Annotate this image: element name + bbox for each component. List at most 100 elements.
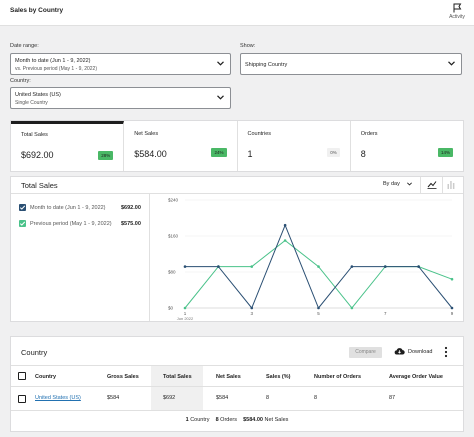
compare-button[interactable]: Compare xyxy=(349,347,382,358)
data-point xyxy=(450,277,454,281)
chart-panel: Total Sales By day Month to date (Jun 1 … xyxy=(10,176,464,322)
sorted-column-bg xyxy=(151,387,203,410)
data-point xyxy=(317,306,320,310)
sorted-column-bg xyxy=(151,366,203,386)
chevron-down-icon xyxy=(407,182,413,186)
card-value: 1 xyxy=(247,149,253,159)
chart-header: Total Sales By day xyxy=(11,177,463,194)
show-value: Shipping Country xyxy=(245,62,288,68)
data-point xyxy=(317,265,320,268)
activity-button[interactable]: Activity xyxy=(446,3,468,20)
column-header-sales-percent[interactable]: Sales (%) xyxy=(266,374,291,380)
table-summary: 1 Country 8 Orders $584.00 Net Sales xyxy=(11,417,463,423)
data-point xyxy=(417,265,420,268)
cell-sales-percent: 8 xyxy=(266,395,270,401)
date-range-label: Date range: xyxy=(10,43,39,49)
data-point xyxy=(217,265,220,268)
data-point xyxy=(350,265,354,268)
date-range-select[interactable]: Month to date (Jun 1 - 9, 2022) vs. Prev… xyxy=(10,53,231,75)
date-range-primary: Month to date (Jun 1 - 9, 2022) xyxy=(15,58,91,64)
x-sub-label: Jun 2022 xyxy=(177,316,194,321)
country-link[interactable]: United States (US) xyxy=(35,395,81,401)
card-label: Net Sales xyxy=(134,131,159,137)
country-value: United States (US) xyxy=(15,92,61,98)
checkbox-checked-icon[interactable] xyxy=(19,204,26,211)
delta-badge: 28% xyxy=(98,151,114,160)
country-sub: Single Country xyxy=(15,100,48,106)
show-select[interactable]: Shipping Country xyxy=(240,53,462,75)
card-value: $692.00 xyxy=(21,150,54,160)
table-header: Country Gross Sales Total Sales Net Sale… xyxy=(11,365,463,387)
table-title: Country xyxy=(21,348,48,357)
summary-countries-count: 1 xyxy=(185,417,189,423)
chevron-down-icon xyxy=(448,61,455,66)
delta-badge: 0% xyxy=(327,148,340,157)
line-chart-icon[interactable] xyxy=(427,180,437,189)
country-select[interactable]: United States (US) Single Country xyxy=(10,87,231,109)
card-net-sales[interactable]: Net Sales $584.00 24% xyxy=(124,121,238,171)
chevron-down-icon xyxy=(217,95,224,100)
data-point xyxy=(383,265,387,268)
summary-net-sales-label: Net Sales xyxy=(264,417,289,423)
card-orders[interactable]: Orders 8 14% xyxy=(351,121,463,171)
cell-aov: 87 xyxy=(389,395,396,401)
more-vertical-icon[interactable] xyxy=(443,345,449,359)
column-header-country[interactable]: Country xyxy=(35,374,57,380)
legend-amount: $575.00 xyxy=(121,221,141,227)
data-point xyxy=(283,223,287,227)
card-label: Total Sales xyxy=(21,132,48,138)
divider xyxy=(420,177,421,194)
cell-total-sales: $692 xyxy=(163,395,176,401)
divider xyxy=(442,177,443,194)
table-row: United States (US) $584 $692 $584 8 8 87 xyxy=(11,387,463,411)
performance-cards: Total Sales $692.00 28% Net Sales $584.0… xyxy=(10,120,464,172)
card-total-sales[interactable]: Total Sales $692.00 28% xyxy=(11,121,125,171)
summary-orders-count: 8 xyxy=(215,417,219,423)
row-checkbox[interactable] xyxy=(18,395,26,403)
divider xyxy=(149,194,150,321)
x-tick-label: 1 xyxy=(184,311,187,316)
data-point xyxy=(183,265,187,268)
cell-orders: 8 xyxy=(314,395,318,401)
y-tick-label: $0 xyxy=(168,306,174,311)
country-label: Country: xyxy=(10,78,31,84)
x-tick-label: 9 xyxy=(451,311,454,316)
data-point xyxy=(183,306,187,310)
top-bar: Sales by Country Activity xyxy=(0,0,474,26)
checkbox-checked-icon[interactable] xyxy=(19,220,26,227)
y-tick-label: $240 xyxy=(168,198,179,203)
select-all-checkbox[interactable] xyxy=(18,372,26,380)
cell-net-sales: $584 xyxy=(216,395,229,401)
card-value: $584.00 xyxy=(134,149,167,159)
date-range-compare: vs. Previous period (May 1 - 9, 2022) xyxy=(15,66,97,72)
y-tick-label: $80 xyxy=(168,270,176,275)
legend-label: Previous period (May 1 - 9, 2022) xyxy=(30,221,112,227)
data-point xyxy=(250,265,254,268)
download-label: Download xyxy=(408,349,433,355)
column-header-orders[interactable]: Number of Orders xyxy=(314,374,362,380)
page-title: Sales by Country xyxy=(10,7,64,14)
column-header-aov[interactable]: Average Order Value xyxy=(389,374,443,380)
chevron-down-icon xyxy=(217,61,224,66)
summary-net-sales: $584.00 xyxy=(243,417,263,423)
column-header-total-sales[interactable]: Total Sales xyxy=(163,374,192,380)
summary-orders-label: Orders xyxy=(220,417,237,423)
card-countries[interactable]: Countries 1 0% xyxy=(238,121,351,171)
table-panel: Country Compare Download Country Gross S… xyxy=(10,336,464,432)
column-header-net-sales[interactable]: Net Sales xyxy=(216,374,241,380)
delta-badge: 14% xyxy=(437,148,453,157)
y-tick-label: $160 xyxy=(168,234,179,239)
x-tick-label: 7 xyxy=(384,311,387,316)
data-point xyxy=(283,239,287,242)
bar-chart-icon[interactable] xyxy=(447,180,455,189)
summary-countries-label: Country xyxy=(190,417,210,423)
interval-select[interactable]: By day xyxy=(383,181,413,187)
interval-value: By day xyxy=(383,181,400,187)
data-point xyxy=(450,306,454,310)
column-header-gross-sales[interactable]: Gross Sales xyxy=(107,374,139,380)
flag-icon xyxy=(453,3,461,13)
chart-title: Total Sales xyxy=(21,181,58,190)
data-point xyxy=(350,306,354,310)
cell-gross-sales: $584 xyxy=(107,395,120,401)
line-chart: $240 $160 $80 $0 1 3 5 7 9 Jun 2022 xyxy=(168,198,454,322)
